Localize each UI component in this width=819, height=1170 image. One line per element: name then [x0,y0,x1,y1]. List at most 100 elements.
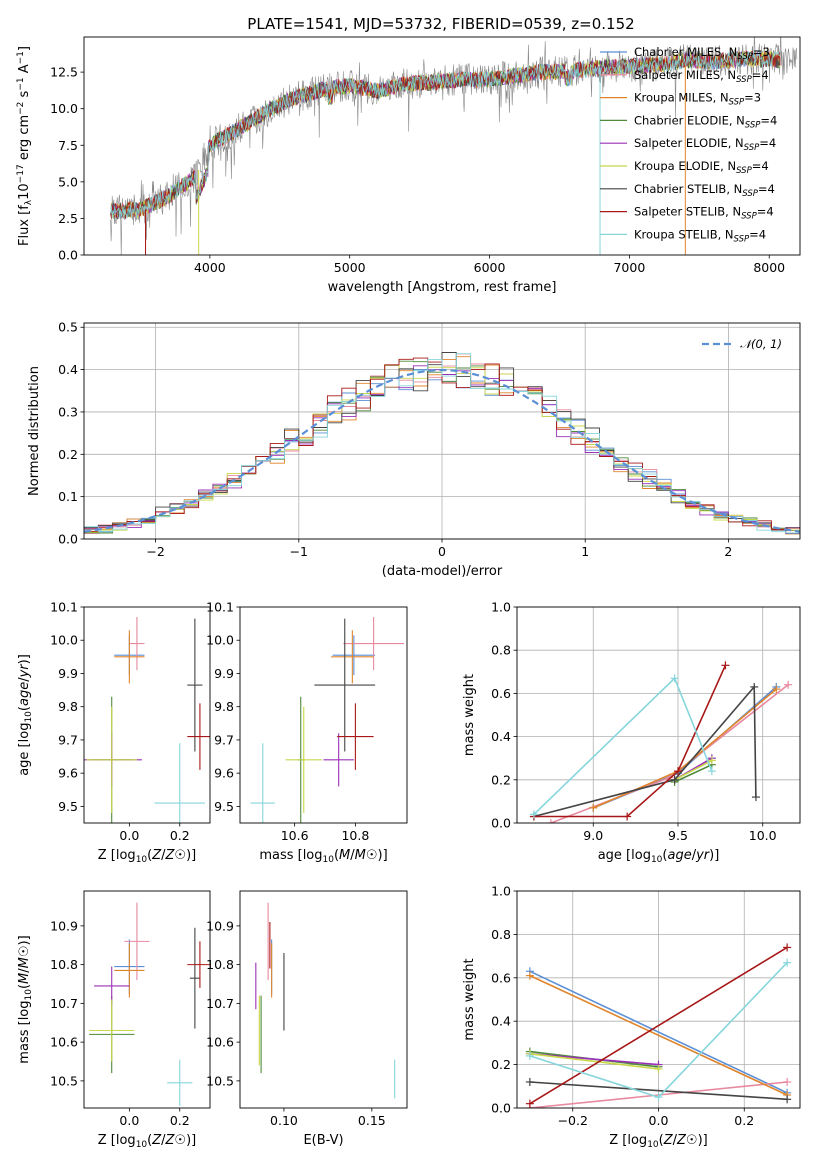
legend-normal: 𝒩(0, 1) [702,337,782,351]
weight-marker [784,680,793,689]
weight-marker [783,958,792,967]
errorbar-point [337,703,374,770]
y-tick-label: 9.9 [214,666,234,681]
label-part: =3 [753,45,770,59]
label-part: / [17,968,32,973]
weight-line-kroupa-elodie [529,1053,659,1070]
label-part: =4 [752,68,769,82]
legend-entry: 𝒩(0, 1) [740,337,782,351]
legend-entry: Kroupa MILES, NSSP=3 [634,91,761,108]
weight-marker [529,810,538,819]
errorbar-point [332,635,376,676]
weight-marker [589,803,598,812]
label-part: 10 [647,1140,659,1150]
label-part: yr [695,848,711,863]
errorbar-point [285,706,322,814]
x-tick-label: 9.5 [668,828,688,843]
y-axis-label: mass [log10(M/M☉)] [17,935,34,1063]
x-tick-label: −1 [290,544,308,559]
label-part: −17 [16,164,26,183]
axes-frame [83,322,801,540]
label-part: =4 [749,227,766,241]
plot-area [89,902,210,1107]
axes-spectrum: 4000 5000 6000 7000 8000 0.0 2.5 5.0 7.5 10.0 12.5… [16,36,801,295]
weight-marker [654,1093,663,1102]
plot-area [525,943,792,1108]
legend-entry: Salpeter ELODIE, NSSP=4 [634,136,776,153]
legend-entry: Kroupa ELODIE, NSSP=4 [634,159,769,176]
y-tick-label: 10.9 [206,918,234,933]
label-part: s [17,90,32,101]
label-part: Salpeter ELODIE, N [634,136,744,150]
y-axis-label: mass weight [462,958,477,1040]
axes-frame [83,36,801,256]
x-tick-label: 10.0 [749,828,777,843]
y-tick-label: 9.7 [58,732,78,747]
x-tick-label: 9.0 [583,828,603,843]
legend-entry: Salpeter STELIB, NSSP=4 [634,205,774,222]
label-part: 10 [24,711,34,723]
label-part: ( [17,706,32,711]
y-tick-label: 10.5 [50,1073,78,1088]
y-tick-label: 9.8 [58,699,78,714]
weight-marker [783,943,792,952]
label-part: =3 [744,91,761,105]
errorbar-point [187,941,210,988]
label-part: M [17,973,32,984]
axes-mass-vs-Z: 0.0 0.210.510.610.710.810.9Z [log10(Z/Z☉)… [17,890,211,1150]
y-axis-label: Normed distribution [27,366,42,496]
y-tick-label: 10.1 [50,600,78,615]
label-part: Z☉ [165,1133,187,1148]
label-part: / [350,848,355,863]
label-part: Kroupa ELODIE, N [634,159,736,173]
label-part: Salpeter STELIB, N [634,205,741,219]
y-tick-label: 0.2 [491,772,511,787]
weight-line-chabrier-elodie [674,763,713,783]
label-part: )] [17,935,32,945]
label-part: / [673,1133,678,1148]
y-tick-label: 0.2 [58,447,78,462]
errorbar-point [314,618,376,752]
label-part: SSP [729,98,745,108]
y-tick-label: 10.0 [206,633,234,648]
axes-weight-vs-age: 9.0 9.5 10.0 0.0 0.2 0.4 0.6 0.8 1.0 age [log10(a… [462,600,801,865]
legend-entry: Chabrier MILES, NSSP=3 [634,45,770,62]
label-part: Chabrier MILES, N [634,45,737,59]
label-part: Z [log [98,848,136,863]
label-part: SSP [736,166,752,176]
y-tick-label: 10.9 [50,918,78,933]
weight-marker [772,685,781,694]
x-tick-label: 0.10 [270,1113,298,1128]
y-tick-label: 10.8 [50,957,78,972]
weight-line-salpeter-stelib [533,664,727,818]
weight-marker [654,1064,663,1073]
label-part: erg cm [17,115,32,164]
errorbar-point [94,966,130,1006]
legend-entry: Kroupa STELIB, NSSP=4 [634,227,766,244]
label-part: Kroupa MILES, N [634,91,729,105]
label-part: 10 [323,855,335,865]
label-part: )] [698,1133,708,1148]
y-tick-label: 0.1 [58,489,78,504]
label-part: mass [log [17,1000,32,1063]
x-axis-label: Z [log10(Z/Z☉)] [609,1133,707,1150]
label-part: 10 [17,183,32,200]
weight-line-chabrier-miles [529,970,788,1094]
x-tick-label: 1 [581,544,589,559]
x-axis-label: mass [log10(M/M☉)] [259,848,387,865]
weight-line-chabrier-stelib [529,1081,788,1101]
y-tick-label: 5.0 [58,174,78,189]
plot-area [84,616,210,823]
label-part: age [17,682,32,706]
grid [517,890,800,1109]
y-tick-label: 0.4 [491,1014,511,1029]
legend-entry: Chabrier ELODIE, NSSP=4 [634,113,777,130]
label-part: / [692,848,697,863]
y-tick-label: 9.9 [58,666,78,681]
label-part: ( [17,984,32,989]
weight-marker [673,767,682,776]
weight-marker [707,767,716,776]
weight-marker [525,1099,534,1108]
label-part: / [161,848,166,863]
